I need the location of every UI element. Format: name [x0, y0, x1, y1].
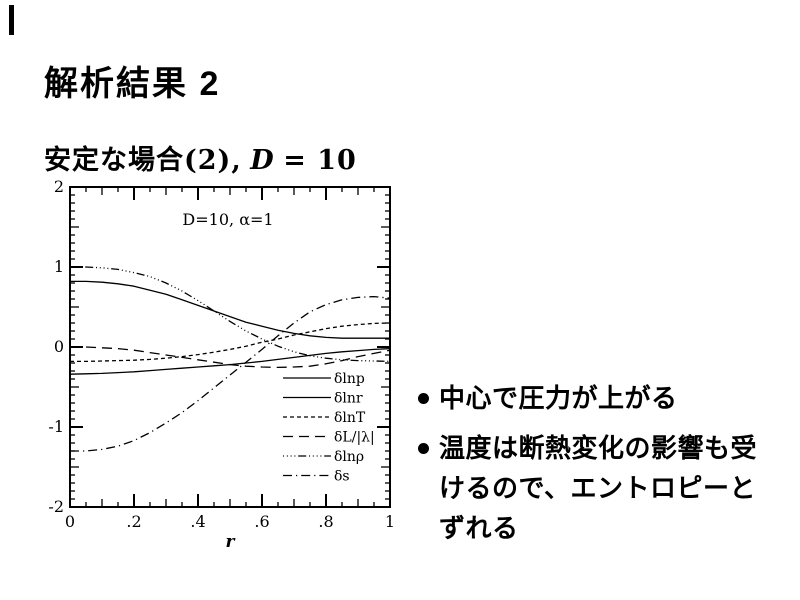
legend-label-δs: δs: [334, 469, 350, 485]
x-axis-label: r: [226, 532, 236, 552]
subtitle-math-value: = 10: [283, 145, 357, 176]
curve-δlnp: [70, 280, 390, 339]
chart-canvas: 0 .2 .4 .6 .8 1 2 1 0 -1 -2 D=10, α=1 r δlnp δlnr δlnT δ…: [48, 178, 395, 552]
y-tick-label: 1: [54, 257, 64, 276]
x-tick-label: .2: [126, 512, 141, 531]
x-tick-label: 0: [65, 512, 75, 531]
x-tick-label: .6: [254, 512, 269, 531]
subtitle-paren: (2),: [184, 145, 242, 176]
legend-label-δlnp: δlnp: [334, 371, 365, 387]
x-tick-label: .4: [190, 512, 205, 531]
bullet-list: 中心で圧力が上がる 温度は断熱変化の影響も受けるので、エントロピーとずれる: [418, 378, 776, 558]
bullet-icon: [418, 443, 429, 454]
legend-label-δlnT: δlnT: [334, 410, 366, 426]
legend-label-δL/|λ|: δL/|λ|: [334, 430, 375, 446]
bullet-text-1: 中心で圧力が上がる: [439, 383, 678, 413]
subtitle-math-D: D: [250, 145, 275, 176]
curve-δlnT: [70, 322, 391, 363]
slide-subtitle: 安定な場合(2), D = 10: [44, 138, 357, 177]
curve-δs: [70, 295, 391, 452]
subtitle-japanese: 安定な場合: [44, 145, 184, 175]
y-tick-label: -1: [48, 417, 64, 436]
bullet-item-1: 中心で圧力が上がる: [418, 378, 776, 418]
curve-δlnρ: [70, 266, 391, 363]
y-tick-label: -2: [48, 497, 64, 516]
bullet-item-2: 温度は断熱変化の影響も受けるので、エントロピーとずれる: [418, 428, 776, 548]
bullet-icon: [418, 393, 429, 404]
page-title: 解析結果 2: [44, 65, 221, 103]
chart-title: D=10, α=1: [182, 210, 273, 229]
legend-label-δlnρ: δlnρ: [334, 449, 364, 465]
stability-chart: 0 .2 .4 .6 .8 1 2 1 0 -1 -2 D=10, α=1 r δlnp δlnr δlnT δ…: [40, 178, 400, 558]
y-tick-label: 0: [54, 337, 64, 356]
slide-corner-marker: [9, 5, 14, 35]
x-tick-label: .8: [318, 512, 333, 531]
curve-δL/|λ|: [70, 346, 391, 369]
legend-label-δlnr: δlnr: [334, 391, 363, 407]
x-tick-label: 1: [385, 512, 395, 531]
bullet-text-2: 温度は断熱変化の影響も受けるので、エントロピーとずれる: [439, 433, 758, 543]
y-tick-label: 2: [54, 178, 64, 196]
